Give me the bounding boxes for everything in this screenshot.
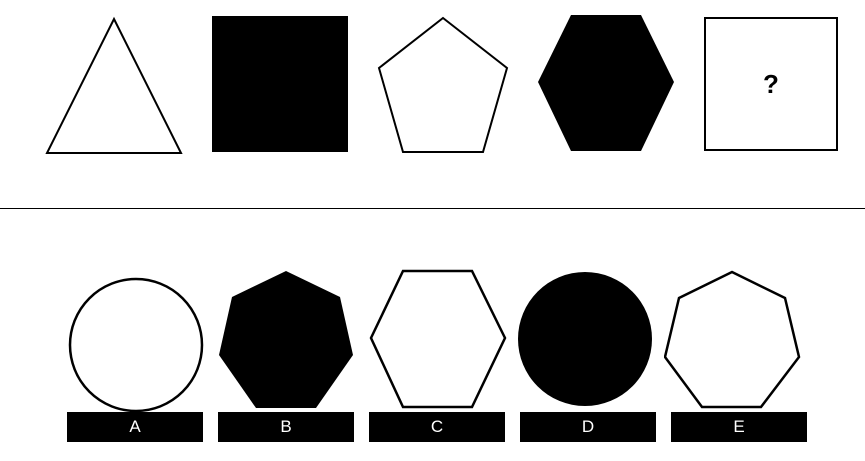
option-e-label[interactable]: E xyxy=(671,412,807,442)
divider-line xyxy=(0,208,865,209)
option-c-label[interactable]: C xyxy=(369,412,505,442)
hexagon-shape xyxy=(538,15,674,151)
option-a-circle[interactable] xyxy=(67,276,207,416)
question-mark: ? xyxy=(763,68,779,99)
option-e-heptagon[interactable] xyxy=(664,270,802,412)
option-b-label[interactable]: B xyxy=(218,412,354,442)
option-d-circle[interactable] xyxy=(517,271,655,409)
square-shape xyxy=(212,16,348,152)
option-a-label[interactable]: A xyxy=(67,412,203,442)
option-c-hexagon[interactable] xyxy=(369,269,507,411)
missing-answer-box: ? xyxy=(704,17,838,151)
option-d-label[interactable]: D xyxy=(520,412,656,442)
pentagon-shape xyxy=(377,16,509,153)
triangle-shape xyxy=(45,16,183,154)
option-b-heptagon[interactable] xyxy=(218,270,358,412)
